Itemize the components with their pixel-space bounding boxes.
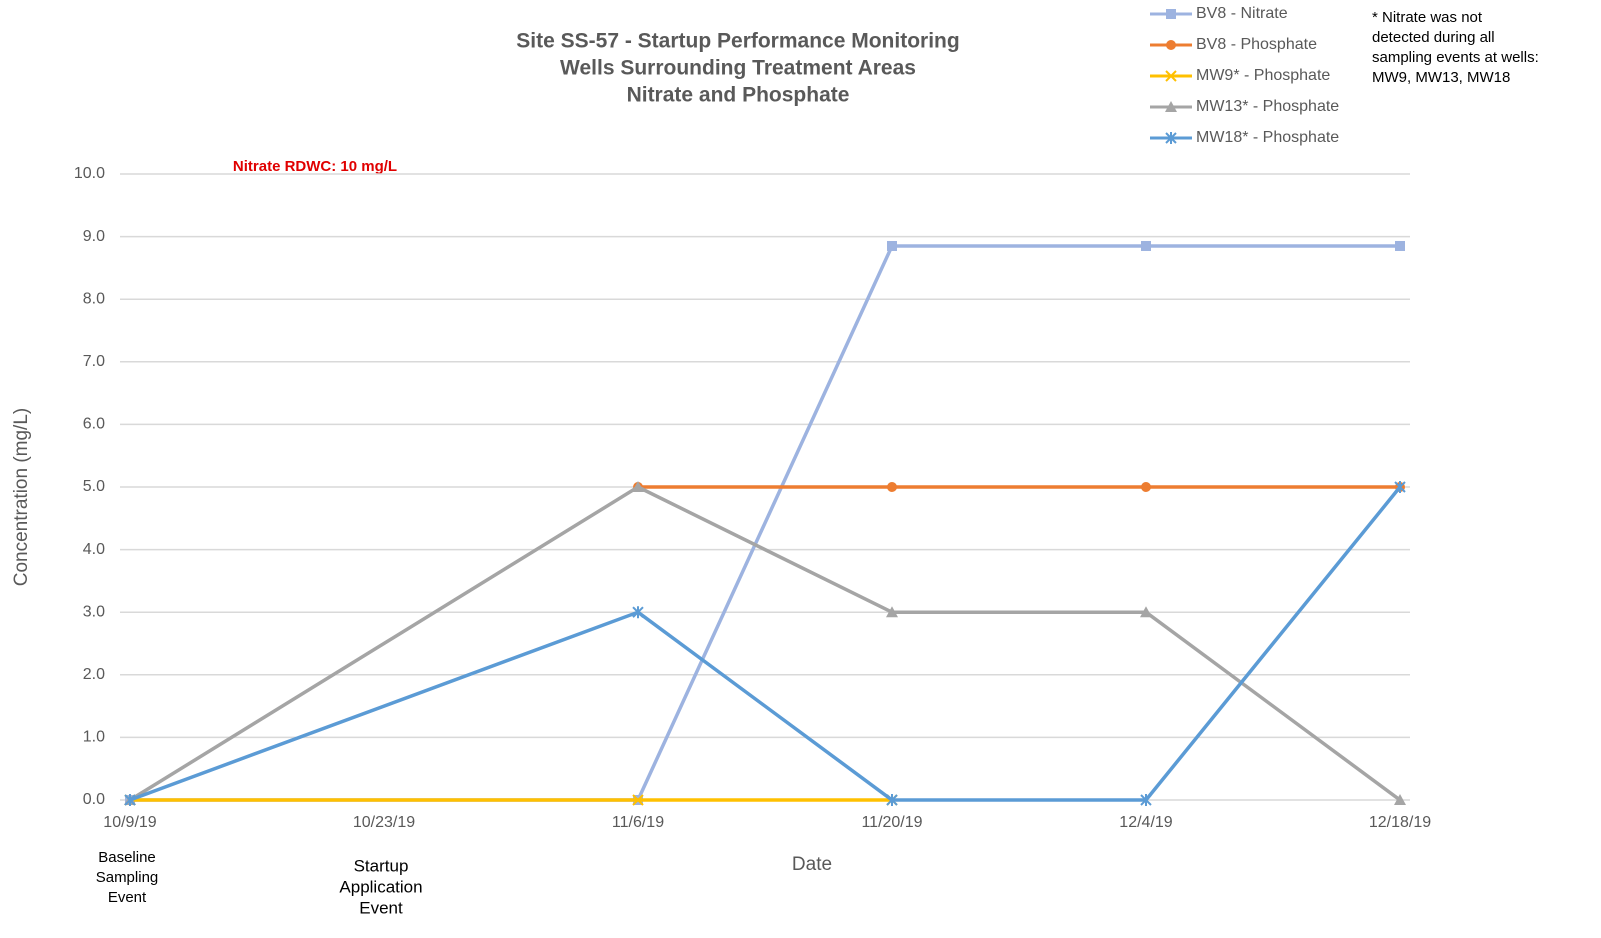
marker — [886, 794, 898, 806]
marker — [1394, 794, 1406, 805]
legend-label: BV8 - Nitrate — [1196, 5, 1288, 22]
event-label: Sampling — [96, 869, 159, 886]
marker — [632, 606, 644, 619]
marker — [632, 794, 644, 806]
marker — [1141, 482, 1151, 492]
series-line — [130, 244, 1400, 802]
marker — [632, 481, 644, 492]
footnote: MW9, MW13, MW18 — [1372, 69, 1510, 86]
footnote: sampling events at wells: — [1372, 49, 1539, 66]
x-tick-label: 11/20/19 — [861, 814, 922, 831]
event-label: Startup — [354, 856, 409, 875]
marker — [1166, 9, 1176, 19]
marker — [1166, 40, 1176, 50]
event-label: Baseline — [98, 849, 156, 866]
legend-label: BV8 - Phosphate — [1196, 36, 1317, 53]
y-tick-label: 7.0 — [83, 353, 105, 370]
chart-title: Wells Surrounding Treatment Areas — [560, 57, 916, 80]
marker — [124, 794, 136, 806]
footnote: * Nitrate was not — [1372, 9, 1483, 26]
event-label: Application — [339, 877, 422, 896]
event-label: Event — [359, 898, 403, 917]
y-tick-label: 3.0 — [83, 603, 105, 620]
series-line — [129, 485, 1402, 802]
y-tick-label: 0.0 — [83, 791, 105, 808]
y-tick-label: 6.0 — [83, 416, 105, 433]
marker — [1165, 101, 1177, 112]
chart-title: Site SS-57 - Startup Performance Monitor… — [516, 30, 959, 53]
y-axis-label: Concentration (mg/L) — [11, 408, 32, 586]
marker — [886, 606, 898, 618]
footnote: detected during all — [1372, 29, 1495, 46]
marker — [1141, 240, 1151, 251]
y-tick-label: 9.0 — [83, 228, 105, 245]
annotation: Nitrate RDWC: 10 mg/L — [233, 158, 397, 175]
x-tick-label: 11/6/19 — [612, 814, 664, 831]
x-tick-label: 12/18/19 — [1369, 814, 1431, 831]
marker — [887, 482, 897, 492]
y-tick-label: 2.0 — [83, 666, 105, 683]
marker — [887, 240, 897, 251]
x-tick-label: 12/4/19 — [1119, 814, 1172, 831]
x-tick-label: 10/9/19 — [103, 814, 156, 831]
y-tick-label: 1.0 — [83, 729, 105, 746]
y-tick-label: 4.0 — [83, 541, 105, 558]
event-label: Event — [108, 889, 147, 906]
marker — [1395, 240, 1405, 251]
marker — [1165, 70, 1177, 82]
y-tick-label: 10.0 — [74, 165, 105, 182]
legend-label: MW18* - Phosphate — [1196, 129, 1339, 146]
legend-label: MW9* - Phosphate — [1196, 67, 1330, 84]
marker — [1140, 794, 1152, 806]
legend-label: MW13* - Phosphate — [1196, 98, 1339, 115]
series-line — [129, 485, 1402, 802]
marker — [1165, 132, 1177, 144]
x-axis-label: Date — [792, 854, 832, 875]
marker — [1394, 481, 1406, 493]
chart-title: Nitrate and Phosphate — [627, 84, 850, 107]
y-tick-label: 5.0 — [83, 478, 105, 495]
marker — [1140, 606, 1152, 618]
x-tick-label: 10/23/19 — [353, 814, 415, 831]
y-tick-label: 8.0 — [83, 290, 105, 307]
